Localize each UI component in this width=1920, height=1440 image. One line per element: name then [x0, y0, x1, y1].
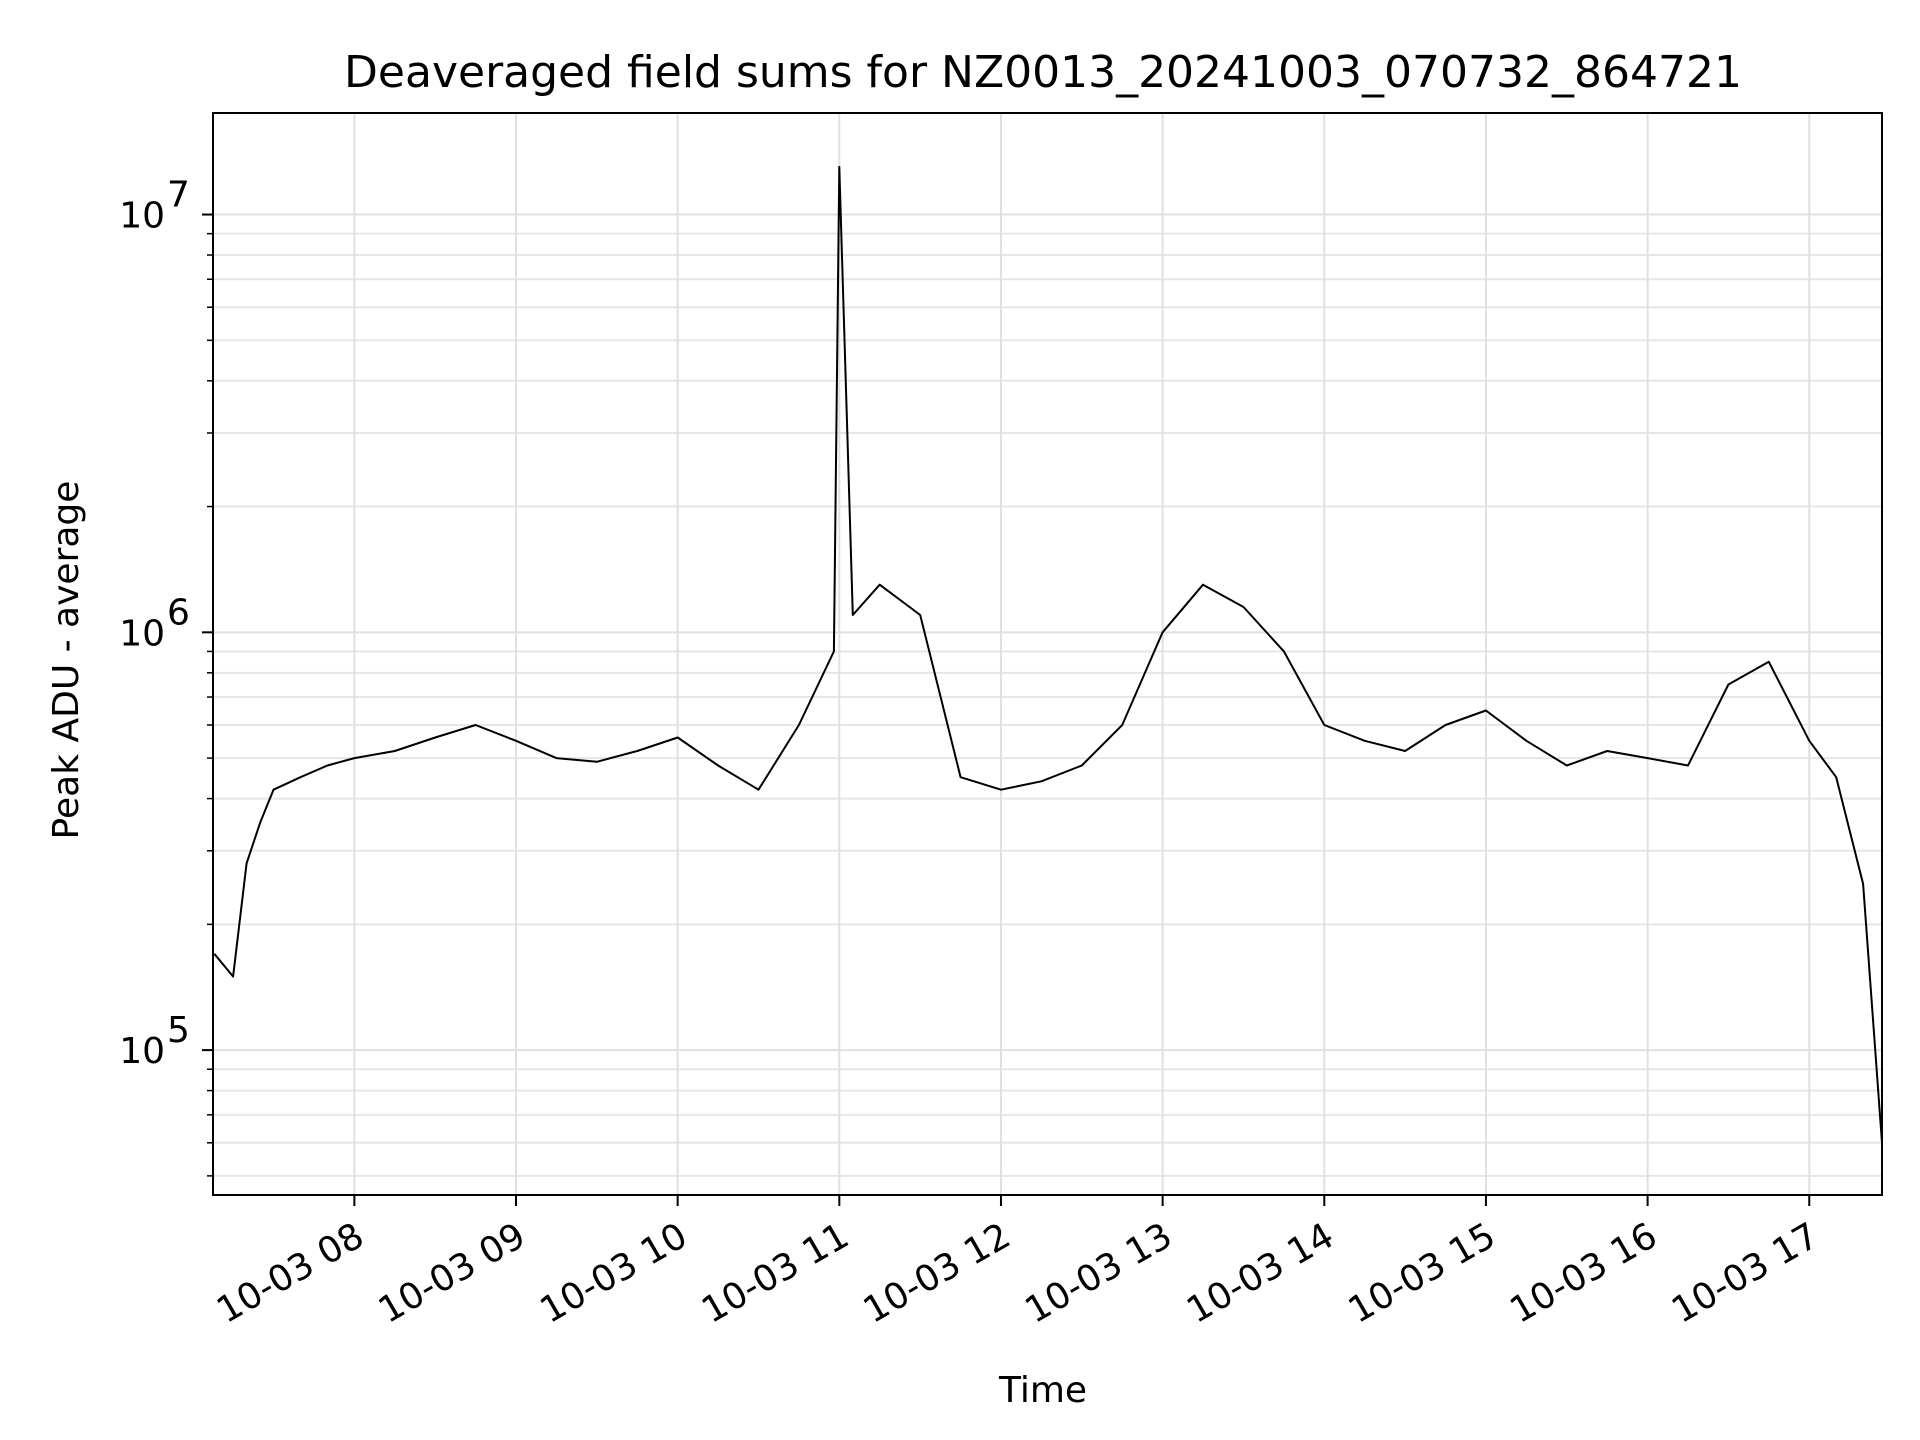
series-line — [213, 165, 1883, 1143]
y-tick-label: 10 — [119, 196, 165, 237]
y-tick-label-exponent: 6 — [167, 592, 190, 633]
chart-title: Deaveraged field sums for NZ0013_2024100… — [344, 47, 1742, 98]
axes-frame — [212, 112, 1883, 1196]
data-line — [213, 165, 1883, 1143]
grid — [213, 113, 1882, 1195]
x-axis-label: Time — [998, 1370, 1087, 1411]
y-tick-label-exponent: 7 — [167, 175, 190, 216]
y-tick-label-exponent: 5 — [167, 1010, 190, 1051]
y-tick-label: 10 — [119, 613, 165, 654]
y-axis-label: Peak ADU - average — [46, 481, 87, 840]
y-tick-label: 10 — [119, 1031, 165, 1072]
